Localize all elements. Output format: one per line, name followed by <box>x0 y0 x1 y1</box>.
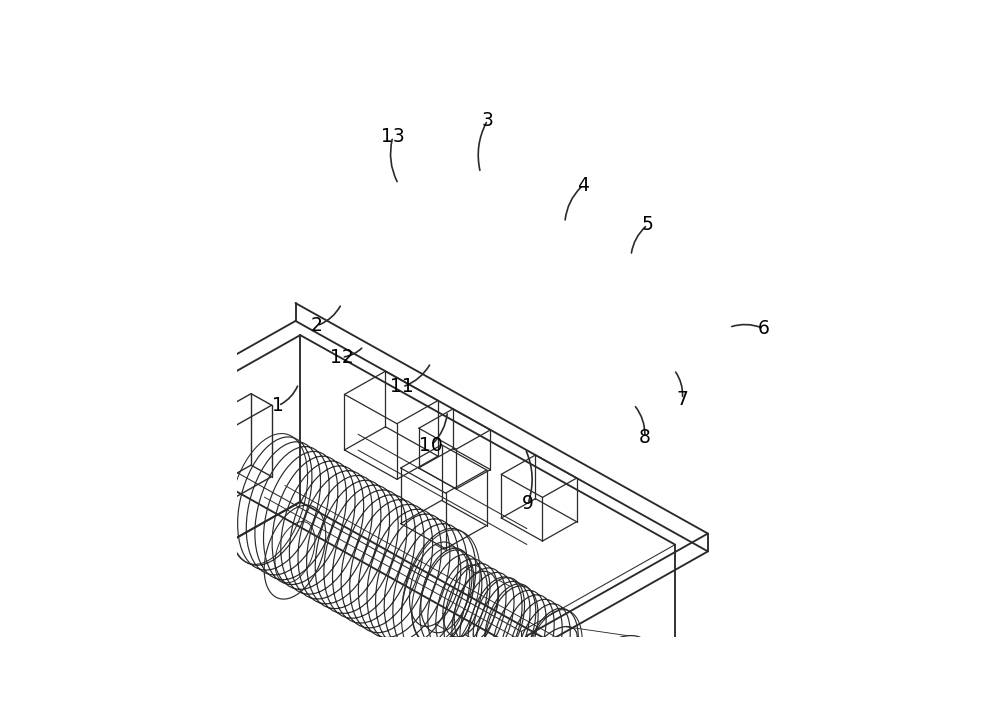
Text: 12: 12 <box>330 348 353 367</box>
Text: 8: 8 <box>639 428 651 448</box>
Text: 3: 3 <box>482 110 494 130</box>
Text: 11: 11 <box>390 377 414 397</box>
Text: 2: 2 <box>311 316 323 335</box>
Text: 7: 7 <box>676 390 688 409</box>
Text: 10: 10 <box>419 436 443 455</box>
Text: 5: 5 <box>642 216 654 234</box>
Text: 6: 6 <box>757 319 769 338</box>
Text: 1: 1 <box>272 396 284 415</box>
Text: 4: 4 <box>577 175 589 195</box>
Text: 13: 13 <box>381 127 405 146</box>
Text: 9: 9 <box>522 494 534 513</box>
